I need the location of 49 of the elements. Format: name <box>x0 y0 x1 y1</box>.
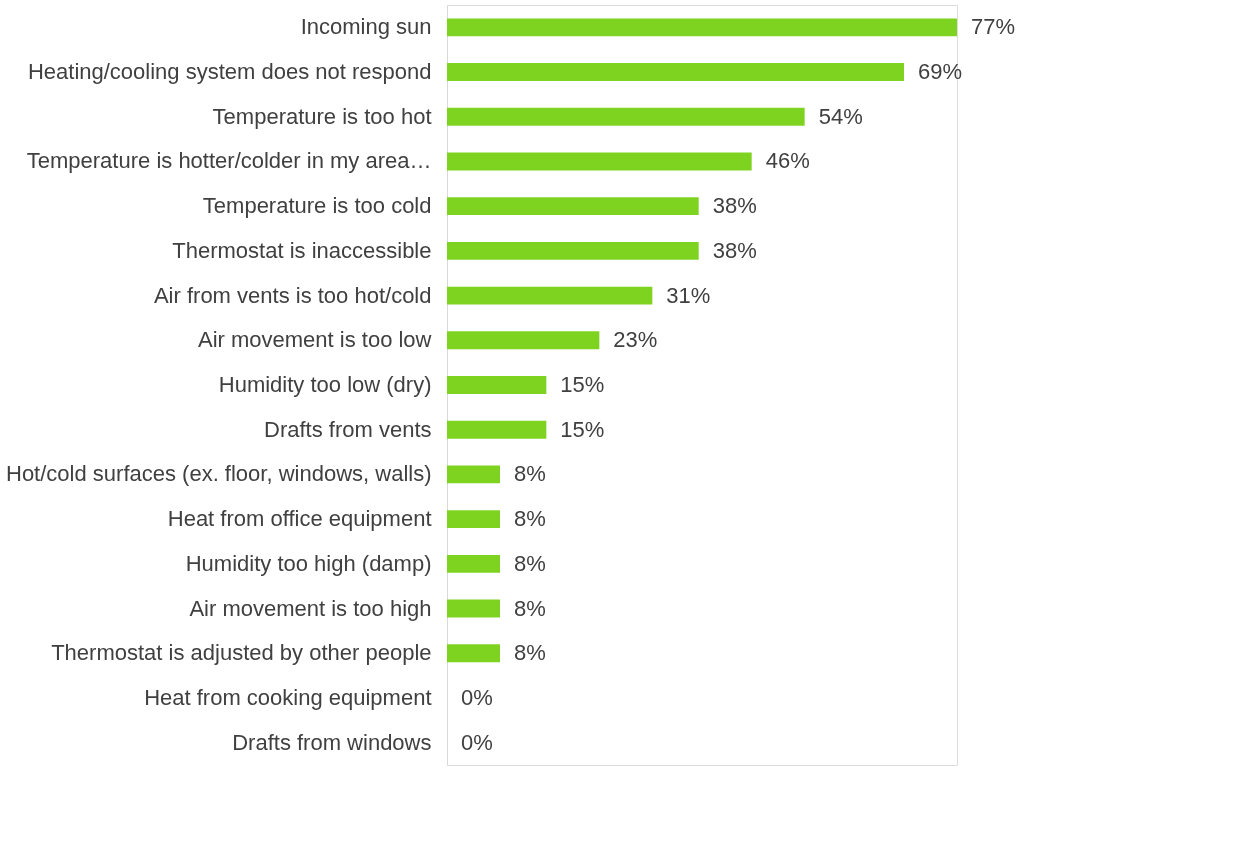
y-tick-label: Air from vents is too hot/cold <box>153 282 432 308</box>
y-tick-label: Humidity too high (damp) <box>185 550 432 576</box>
data-label: 31% <box>666 282 711 308</box>
y-tick-label: Heat from cooking equipment <box>144 684 432 710</box>
data-label: 8% <box>513 461 546 487</box>
y-tick-label: Drafts from windows <box>232 729 432 755</box>
data-label: 15% <box>560 416 605 442</box>
y-tick-label: Temperature is hotter/colder in my area… <box>26 148 432 174</box>
bar <box>447 107 805 126</box>
data-label: 8% <box>513 506 546 532</box>
y-tick-label: Air movement is too high <box>189 595 432 621</box>
y-tick-label: Thermostat is adjusted by other people <box>51 640 432 666</box>
y-tick-label: Heating/cooling system does not respond <box>27 59 432 85</box>
y-tick-label: Heat from office equipment <box>167 506 432 532</box>
bar <box>447 465 500 484</box>
y-tick-label: Temperature is too cold <box>202 193 432 219</box>
y-tick-label: Hot/cold surfaces (ex. floor, windows, walls) <box>6 461 432 487</box>
data-label: 77% <box>971 14 1016 40</box>
data-label: 38% <box>712 193 757 219</box>
bar <box>447 420 547 439</box>
bar <box>447 286 653 305</box>
y-tick-label: Temperature is too hot <box>212 103 432 129</box>
data-label: 0% <box>461 729 493 755</box>
bar <box>447 554 500 573</box>
data-label: 8% <box>513 550 546 576</box>
data-label: 54% <box>818 103 863 129</box>
y-tick-label: Drafts from vents <box>264 416 432 442</box>
data-label: 8% <box>513 640 546 666</box>
y-tick-label: Air movement is too low <box>197 327 432 353</box>
bar <box>447 152 752 171</box>
y-tick-label: Incoming sun <box>300 14 432 40</box>
bar <box>447 63 905 81</box>
data-label: 8% <box>513 595 546 621</box>
y-tick-label: Thermostat is inaccessible <box>172 237 432 263</box>
bar <box>447 599 500 618</box>
bar <box>447 376 547 394</box>
data-label: 15% <box>560 372 605 397</box>
bar <box>447 331 600 350</box>
bar <box>447 197 699 216</box>
data-label: 46% <box>765 148 810 174</box>
data-label: 38% <box>712 237 757 263</box>
bar <box>447 241 699 260</box>
data-label: 23% <box>613 327 658 353</box>
data-label: 0% <box>461 684 493 710</box>
y-tick-label: Humidity too low (dry) <box>218 372 432 397</box>
bar <box>447 18 957 37</box>
data-label: 69% <box>918 59 963 85</box>
bar <box>447 510 500 529</box>
bar <box>447 644 500 663</box>
